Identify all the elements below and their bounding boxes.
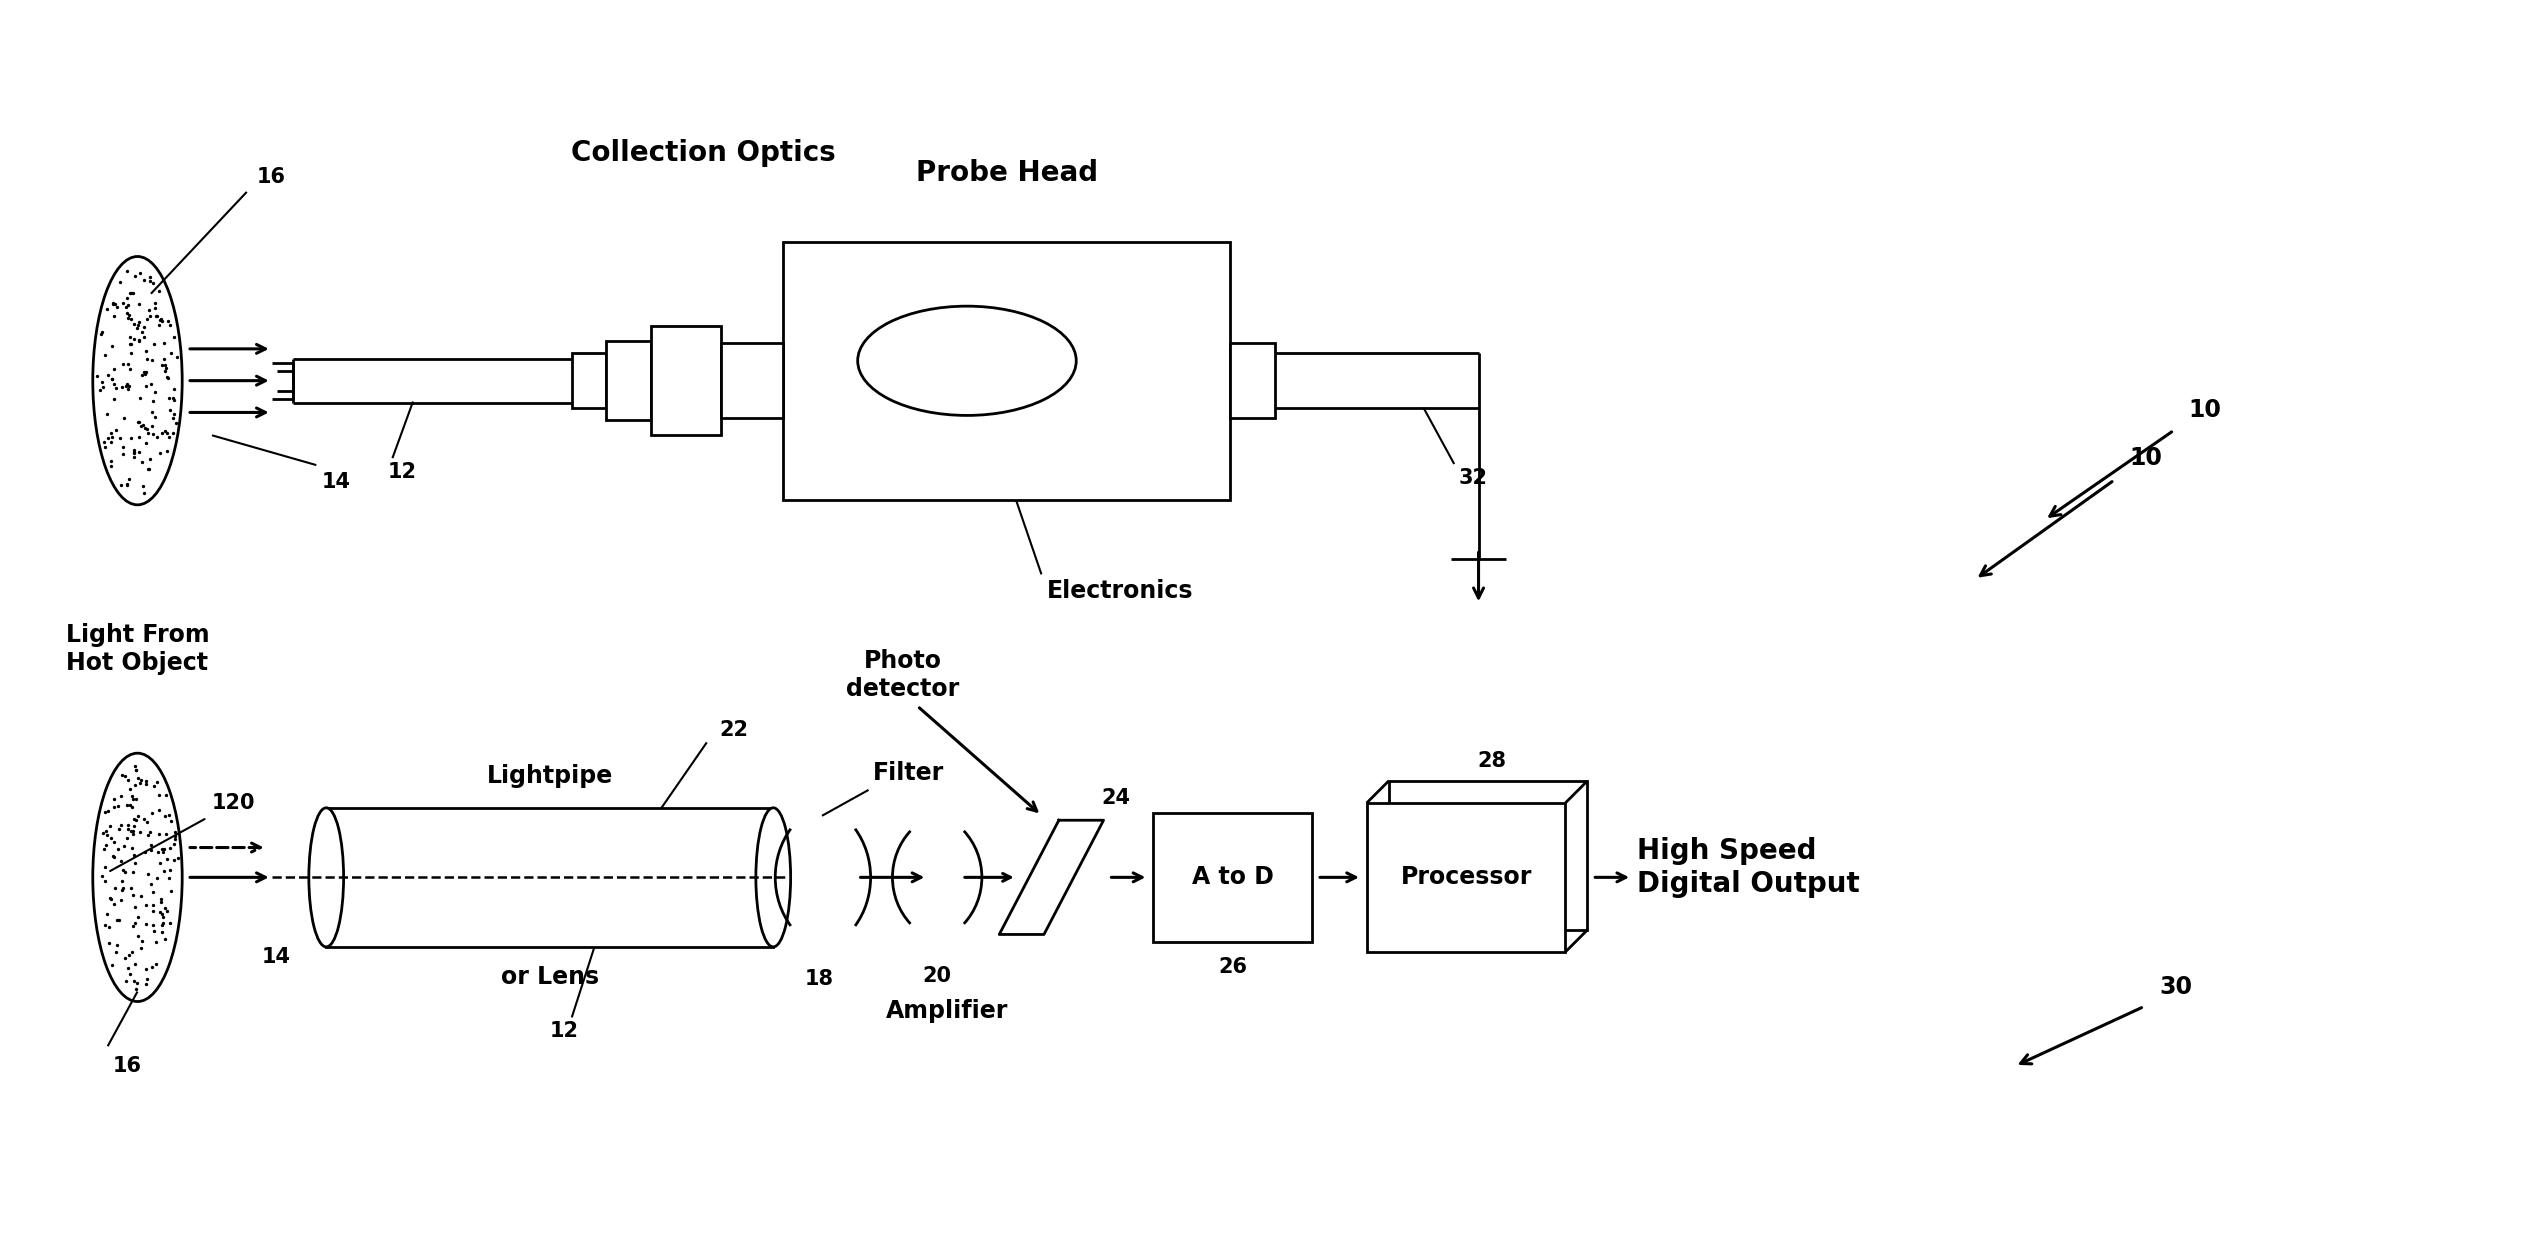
Text: 14: 14 — [320, 472, 351, 492]
Ellipse shape — [93, 753, 182, 1001]
Text: 16: 16 — [257, 167, 285, 186]
Text: 20: 20 — [923, 966, 951, 986]
Bar — [1390, 781, 1586, 930]
Text: Collection Optics: Collection Optics — [572, 138, 837, 167]
Polygon shape — [999, 820, 1105, 934]
Text: Light From
Hot Object: Light From Hot Object — [66, 623, 209, 675]
Text: 26: 26 — [1218, 957, 1248, 977]
Text: or Lens: or Lens — [502, 964, 598, 988]
Text: High Speed
Digital Output: High Speed Digital Output — [1637, 837, 1859, 898]
Bar — [1231, 344, 1276, 418]
Bar — [651, 326, 721, 436]
Bar — [721, 344, 784, 418]
Text: Photo
detector: Photo detector — [845, 650, 958, 701]
Text: Lightpipe: Lightpipe — [487, 764, 613, 788]
Text: Amplifier: Amplifier — [885, 1000, 1009, 1024]
Text: 12: 12 — [550, 1021, 578, 1041]
Text: 28: 28 — [1478, 752, 1506, 771]
Ellipse shape — [757, 808, 789, 947]
Bar — [605, 341, 651, 421]
Text: A to D: A to D — [1193, 865, 1274, 889]
Text: 12: 12 — [388, 462, 416, 482]
Text: 10: 10 — [2129, 446, 2161, 470]
Text: 14: 14 — [262, 947, 290, 967]
Text: 16: 16 — [113, 1056, 141, 1076]
Bar — [572, 354, 605, 408]
Text: 10: 10 — [2189, 398, 2222, 422]
Ellipse shape — [93, 257, 182, 505]
Text: Probe Head: Probe Head — [915, 159, 1097, 186]
Text: 32: 32 — [1458, 468, 1488, 488]
Text: Processor: Processor — [1400, 865, 1531, 889]
Bar — [784, 242, 1231, 500]
Bar — [325, 808, 774, 947]
Text: 30: 30 — [2159, 974, 2192, 998]
Text: 22: 22 — [719, 720, 749, 740]
Text: 18: 18 — [805, 969, 835, 990]
Ellipse shape — [308, 808, 343, 947]
Text: Filter: Filter — [873, 762, 943, 786]
Text: 24: 24 — [1102, 788, 1130, 808]
Text: Electronics: Electronics — [1047, 579, 1193, 603]
Bar — [1367, 803, 1566, 952]
Text: 120: 120 — [212, 793, 255, 813]
Bar — [1153, 813, 1311, 942]
